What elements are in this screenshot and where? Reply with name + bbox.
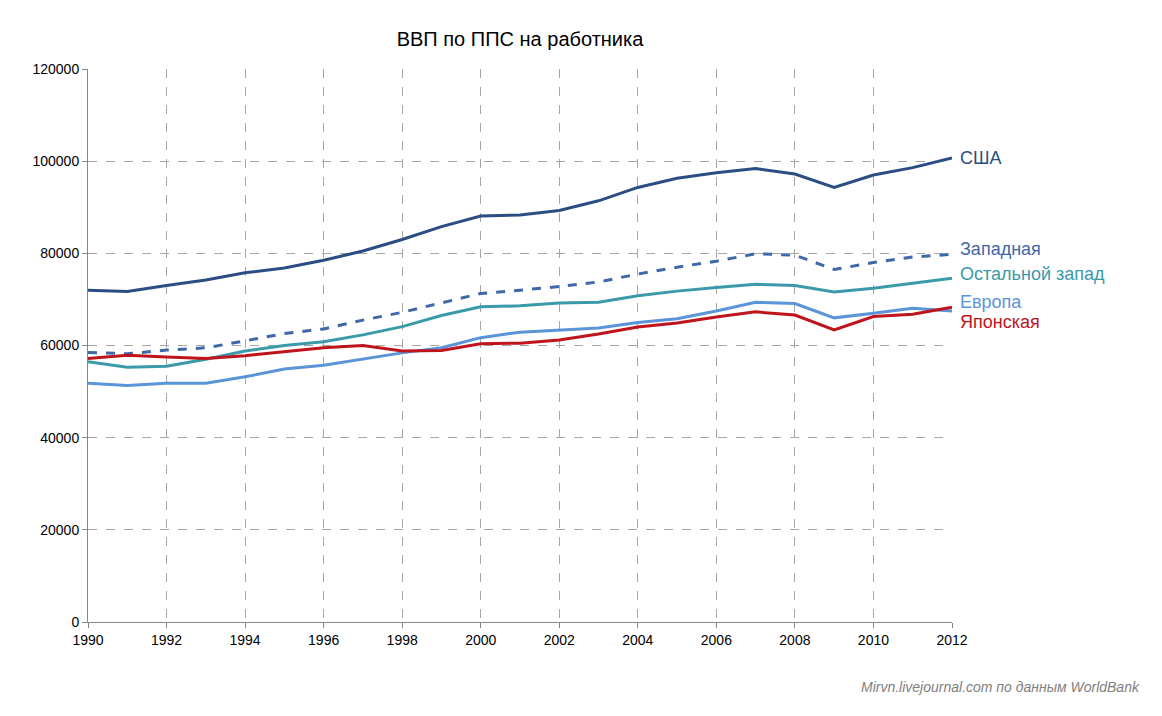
svg-text:100000: 100000 — [32, 153, 79, 169]
svg-text:2010: 2010 — [858, 632, 889, 648]
svg-text:1990: 1990 — [72, 632, 103, 648]
svg-text:1992: 1992 — [151, 632, 182, 648]
svg-text:0: 0 — [71, 614, 79, 630]
svg-text:1996: 1996 — [308, 632, 339, 648]
svg-text:Европа: Европа — [960, 292, 1022, 312]
svg-text:2004: 2004 — [622, 632, 653, 648]
svg-text:ВВП по ППС на работника: ВВП по ППС на работника — [397, 28, 645, 50]
svg-text:2002: 2002 — [544, 632, 575, 648]
svg-text:2006: 2006 — [701, 632, 732, 648]
svg-text:Западная: Западная — [960, 239, 1041, 259]
svg-text:США: США — [960, 148, 1002, 168]
svg-text:40000: 40000 — [40, 430, 79, 446]
svg-text:Mirvn.livejournal.com по данны: Mirvn.livejournal.com по данным WorldBan… — [861, 679, 1140, 695]
svg-text:1994: 1994 — [230, 632, 261, 648]
svg-text:Японская: Японская — [960, 312, 1040, 332]
svg-text:2000: 2000 — [465, 632, 496, 648]
svg-text:80000: 80000 — [40, 245, 79, 261]
svg-text:1998: 1998 — [387, 632, 418, 648]
svg-text:20000: 20000 — [40, 522, 79, 538]
svg-text:Остальной запад: Остальной запад — [960, 264, 1105, 284]
svg-text:2012: 2012 — [936, 632, 967, 648]
svg-text:60000: 60000 — [40, 337, 79, 353]
svg-text:120000: 120000 — [32, 61, 79, 77]
svg-text:2008: 2008 — [779, 632, 810, 648]
